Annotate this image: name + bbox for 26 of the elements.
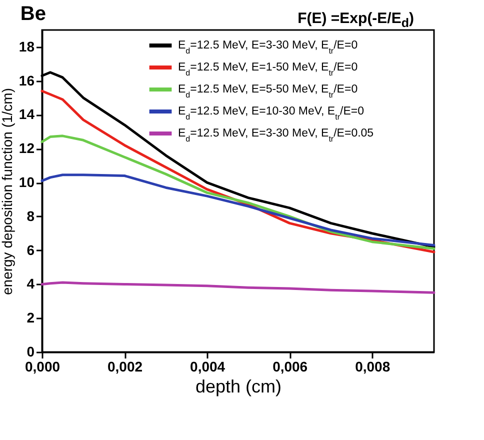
legend-label: E$_{d}$=12.5 MeV, E=1-50 MeV, E$_{tr}$/E=0 (178, 62, 358, 77)
x-tick-label: 0,002 (108, 358, 143, 374)
text: F(E) =Exp(-E/E$_{d}$) (298, 10, 414, 30)
legend-label: E$_{d}$=12.5 MeV, E=3-30 MeV, E$_{tr}$/E=0.05 (178, 128, 374, 143)
y-tick-label: 18 (18, 38, 35, 54)
y-tick-label: 2 (26, 310, 35, 326)
legend-label: E$_{d}$=12.5 MeV, E=5-50 MeV, E$_{tr}$/E=0 (178, 84, 358, 99)
x-axis-title: depth (cm) (195, 376, 282, 396)
y-tick-label: 14 (18, 106, 35, 122)
legend-label: E$_{d}$=12.5 MeV, E=3-30 MeV, E$_{tr}$/E=0 (178, 40, 358, 55)
y-tick-label: 6 (26, 242, 35, 258)
y-tick-label: 12 (18, 140, 35, 156)
y-tick-label: 4 (26, 276, 35, 292)
legend-label: E$_{d}$=12.5 MeV, E=10-30 MeV, E$_{tr}$/E=0 (178, 106, 364, 121)
chart-title: Be (20, 3, 46, 25)
y-tick-label: 0 (26, 344, 35, 360)
x-tick-label: 0,000 (24, 358, 60, 374)
x-tick-label: 0,004 (190, 358, 226, 374)
y-axis-title: energy deposition function (1/cm) (0, 88, 15, 295)
line-series (40, 174, 436, 246)
x-tick-label: 0,006 (272, 358, 308, 374)
y-tick-label: 10 (18, 174, 35, 190)
x-tick-label: 0,008 (355, 358, 390, 374)
y-tick-label: 8 (26, 208, 35, 224)
y-tick-label: 16 (18, 72, 35, 88)
line-series (40, 281, 436, 294)
